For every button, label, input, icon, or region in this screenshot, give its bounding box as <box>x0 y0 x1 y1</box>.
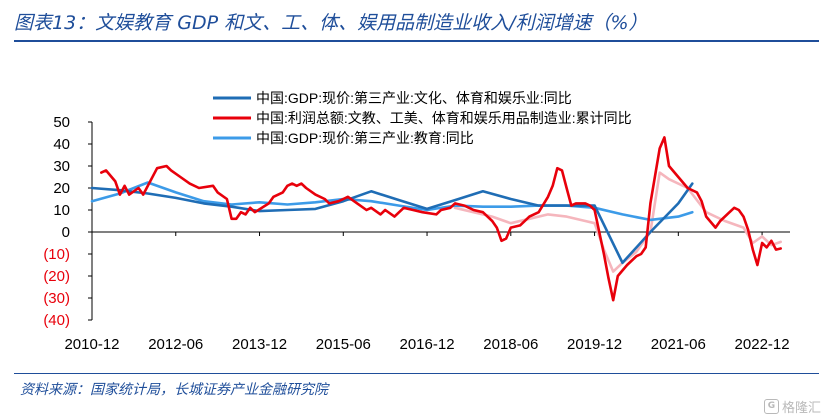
x-tick-label: 2016-12 <box>400 336 455 353</box>
x-tick-label: 2019-12 <box>567 336 622 353</box>
x-tick-label: 2022-12 <box>735 336 790 353</box>
y-tick-label: 20 <box>53 180 70 197</box>
line-chart: 50 40 30 20 10 0 (10) (20) (30) (40) 2010-12 2012-0… <box>43 90 790 353</box>
y-tick-label: (20) <box>43 268 70 285</box>
legend-label-2: 中国:GDP:现价:第三产业:教育:同比 <box>256 130 474 146</box>
x-tick-label: 2013-12 <box>232 336 287 353</box>
g-logo-icon: G <box>763 399 779 414</box>
x-tick-label: 2021-06 <box>651 336 706 353</box>
y-tick-label: 0 <box>62 224 70 241</box>
series-line-3 <box>453 171 782 273</box>
legend-label-0: 中国:GDP:现价:第三产业:文化、体育和娱乐业:同比 <box>256 90 572 106</box>
series-line-2 <box>90 181 694 222</box>
x-tick-label: 2010-12 <box>64 336 119 353</box>
series-line-1 <box>100 136 782 302</box>
y-tick-label: (10) <box>43 246 70 263</box>
y-tick-label: 30 <box>53 158 70 175</box>
x-tick-label: 2015-06 <box>316 336 371 353</box>
y-tick-label: (30) <box>43 290 70 307</box>
x-tick-label: 2012-06 <box>148 336 203 353</box>
watermark: G 格隆汇 <box>763 397 821 416</box>
y-tick-label: (40) <box>43 312 70 329</box>
y-tick-label: 40 <box>53 136 70 153</box>
x-tick-label: 2018-06 <box>483 336 538 353</box>
chart-title: 图表13：文娱教育 GDP 和文、工、体、娱用品制造业收入/利润增速（%） <box>14 12 648 34</box>
source-note: 资料来源：国家统计局，长城证券产业金融研究院 <box>20 382 328 398</box>
footer-divider <box>14 373 819 374</box>
title-underline <box>14 40 819 42</box>
y-tick-label: 50 <box>53 114 70 131</box>
y-tick-label: 10 <box>53 202 70 219</box>
watermark-text: 格隆汇 <box>781 401 821 416</box>
legend-label-1: 中国:利润总额:文教、工美、体育和娱乐用品制造业:累计同比 <box>256 110 632 126</box>
series-line-0 <box>90 182 694 265</box>
